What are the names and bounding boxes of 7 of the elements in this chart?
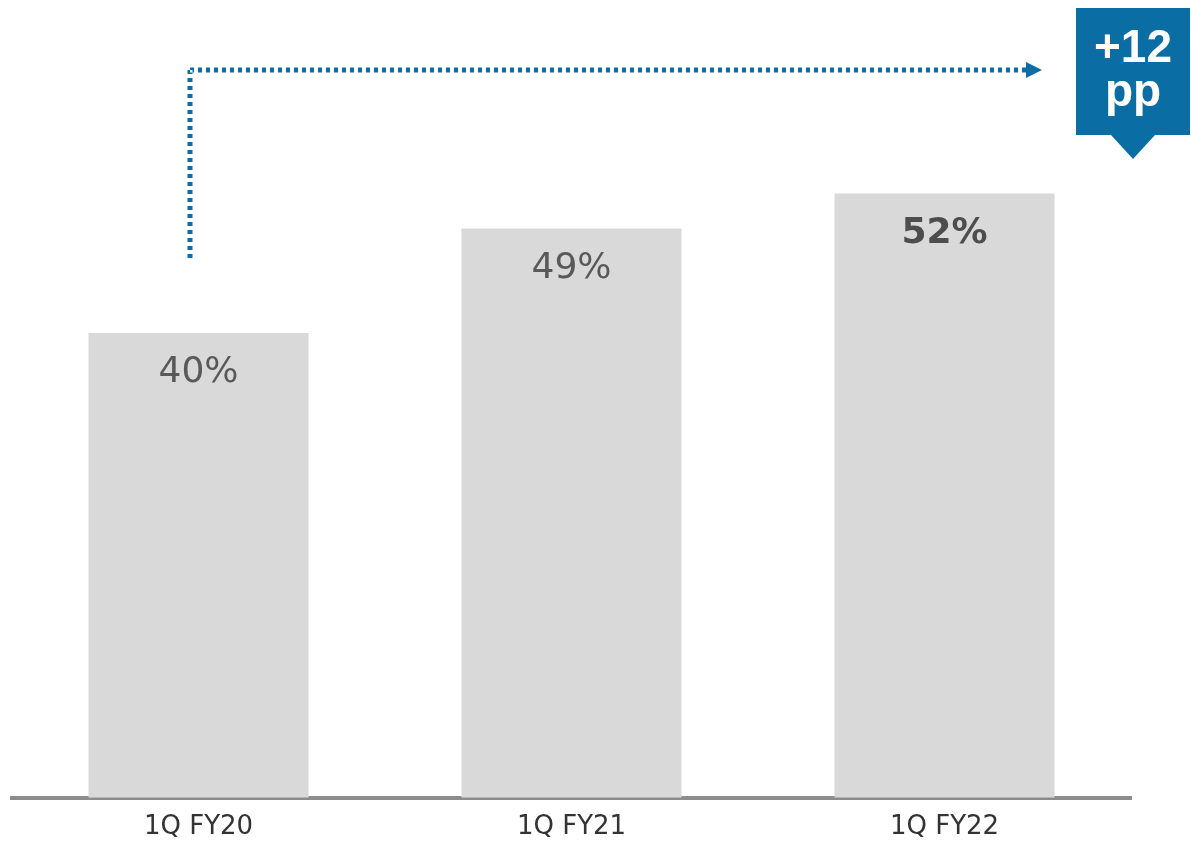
data-label: 52% <box>901 209 988 251</box>
text: +12 pp <box>1093 19 1173 116</box>
x-tick-label: 1Q FY21 <box>516 810 627 841</box>
x-tick-label: 1Q FY22 <box>889 810 1000 841</box>
x-tick-label: 1Q FY20 <box>143 810 254 841</box>
data-label: 49% <box>531 244 612 286</box>
data-label: 40% <box>158 349 239 391</box>
